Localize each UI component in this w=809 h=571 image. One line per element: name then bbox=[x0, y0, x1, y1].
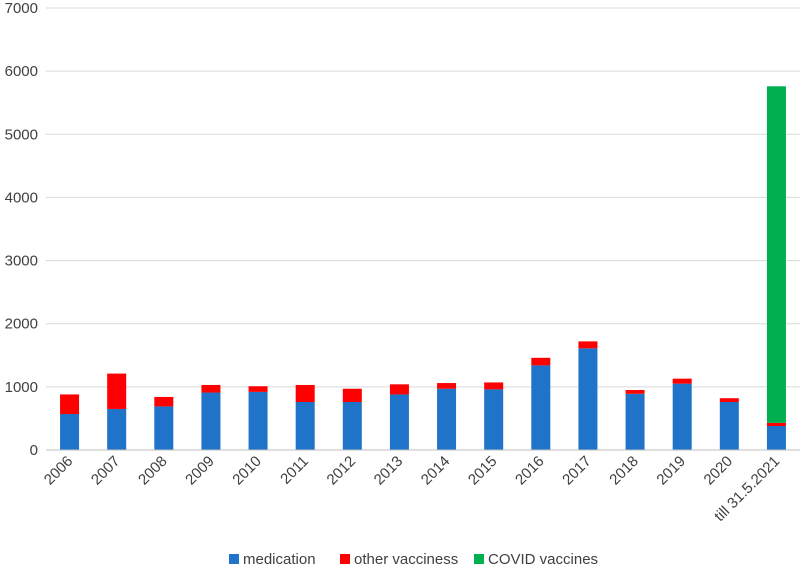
x-tick-label: 2017 bbox=[559, 453, 595, 489]
bar-medication-2008 bbox=[154, 406, 174, 450]
y-tick-label: 6000 bbox=[5, 63, 38, 80]
bar-other-vacciness-2020 bbox=[719, 398, 739, 403]
bar-other-vacciness-2013 bbox=[389, 384, 409, 395]
y-tick-label: 5000 bbox=[5, 126, 38, 143]
y-tick-label: 4000 bbox=[5, 189, 38, 206]
x-tick-label: 2008 bbox=[135, 453, 171, 489]
bar-medication-2020 bbox=[719, 402, 739, 450]
x-tick-label: 2006 bbox=[41, 453, 77, 489]
x-tick-label: 2010 bbox=[229, 453, 265, 489]
x-tick-label: 2012 bbox=[324, 453, 360, 489]
bar-other-vacciness-till-31-5-2021 bbox=[766, 422, 786, 427]
x-tick-label: 2007 bbox=[88, 453, 124, 489]
legend-swatch-other-vacciness bbox=[340, 554, 350, 564]
bar-other-vacciness-2008 bbox=[154, 396, 174, 407]
bar-other-vacciness-2019 bbox=[672, 378, 692, 384]
bar-other-vacciness-2017 bbox=[578, 341, 598, 349]
x-tick-label: 2016 bbox=[512, 453, 548, 489]
x-tick-label: 2013 bbox=[371, 453, 407, 489]
bar-other-vacciness-2018 bbox=[625, 390, 645, 394]
x-axis-ticks: 2006 2007 2008 2009 2010 2011 2012 2013 2014 2015… bbox=[41, 453, 783, 525]
bar-other-vacciness-2011 bbox=[295, 384, 315, 403]
bars bbox=[60, 86, 786, 450]
bar-covid-vaccines-till-31-5-2021 bbox=[766, 86, 786, 423]
bar-medication-2013 bbox=[389, 394, 409, 450]
bar-other-vacciness-2012 bbox=[342, 388, 362, 403]
bar-medication-2009 bbox=[201, 392, 221, 450]
bar-medication-2007 bbox=[107, 408, 127, 450]
bar-medication-2010 bbox=[248, 391, 268, 450]
x-tick-label: 2015 bbox=[465, 453, 501, 489]
x-tick-label: 2019 bbox=[653, 453, 689, 489]
y-axis-ticks: 0 1000 2000 3000 4000 5000 6000 7000 bbox=[5, 0, 38, 459]
bar-medication-2015 bbox=[484, 389, 504, 450]
bar-other-vacciness-2006 bbox=[60, 394, 80, 415]
gridlines bbox=[46, 7, 800, 388]
x-tick-label: 2009 bbox=[182, 453, 218, 489]
legend: medication other vacciness COVID vaccines bbox=[229, 551, 598, 568]
bar-medication-till-31-5-2021 bbox=[766, 426, 786, 450]
bar-medication-2011 bbox=[295, 402, 315, 450]
bar-medication-2006 bbox=[60, 414, 80, 450]
y-tick-label: 2000 bbox=[5, 316, 38, 333]
legend-swatch-medication bbox=[229, 554, 239, 564]
bar-medication-2017 bbox=[578, 348, 598, 450]
legend-label: other vacciness bbox=[354, 551, 458, 568]
bar-other-vacciness-2009 bbox=[201, 384, 221, 393]
y-tick-label: 7000 bbox=[5, 0, 38, 17]
bar-medication-2016 bbox=[531, 365, 551, 450]
legend-label: COVID vaccines bbox=[488, 551, 598, 568]
bar-medication-2014 bbox=[437, 388, 457, 450]
bar-other-vacciness-2016 bbox=[531, 357, 551, 366]
x-tick-label: 2018 bbox=[606, 453, 642, 489]
bar-other-vacciness-2015 bbox=[484, 382, 504, 390]
x-tick-label: 2014 bbox=[418, 453, 454, 489]
bar-other-vacciness-2014 bbox=[437, 383, 457, 389]
legend-label: medication bbox=[243, 551, 316, 568]
legend-swatch-covid-vaccines bbox=[474, 554, 484, 564]
x-tick-label: 2020 bbox=[701, 453, 737, 489]
bar-other-vacciness-2007 bbox=[107, 373, 127, 409]
y-tick-label: 1000 bbox=[5, 379, 38, 396]
x-tick-label: 2011 bbox=[277, 453, 312, 488]
y-tick-label: 0 bbox=[30, 442, 38, 459]
y-tick-label: 3000 bbox=[5, 253, 38, 270]
bar-medication-2018 bbox=[625, 393, 645, 450]
bar-medication-2012 bbox=[342, 402, 362, 450]
bar-other-vacciness-2010 bbox=[248, 386, 268, 392]
bar-medication-2019 bbox=[672, 383, 692, 450]
